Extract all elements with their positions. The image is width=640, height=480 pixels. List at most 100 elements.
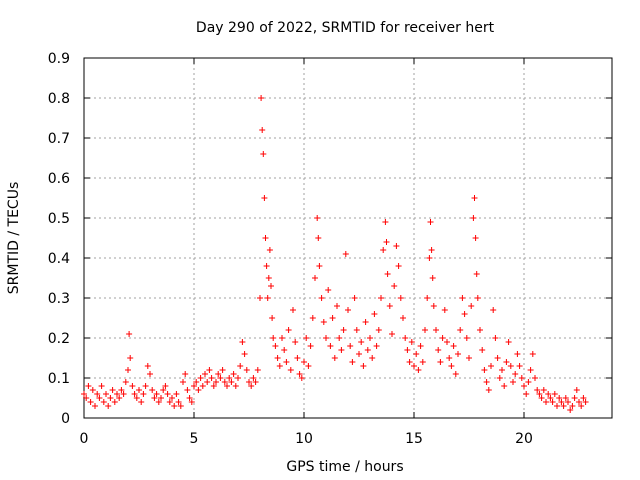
data-point (257, 295, 263, 301)
data-point (560, 403, 567, 409)
data-series (81, 95, 589, 413)
data-point (461, 311, 468, 317)
x-axis: 0 5 10 15 20 (80, 58, 533, 447)
data-point (380, 247, 387, 253)
data-point (87, 399, 94, 405)
grid (84, 58, 612, 418)
data-point (173, 391, 180, 397)
data-point (428, 247, 435, 253)
data-point (287, 367, 294, 373)
data-point (285, 327, 292, 333)
data-point (129, 383, 136, 389)
data-point (241, 351, 248, 357)
data-point (259, 127, 266, 133)
data-point (171, 403, 178, 409)
data-point (345, 307, 351, 313)
data-point (450, 343, 457, 349)
data-point (448, 363, 455, 369)
data-point (386, 303, 393, 309)
data-point (98, 383, 105, 389)
data-point (215, 371, 222, 377)
data-point (107, 395, 114, 401)
data-point (514, 351, 521, 357)
data-point (290, 307, 296, 313)
data-point (164, 391, 171, 397)
data-point (417, 343, 424, 349)
data-point (182, 371, 189, 377)
data-point (340, 327, 347, 333)
data-point (573, 387, 580, 393)
data-point (292, 339, 299, 345)
data-point (558, 399, 565, 405)
data-point (237, 363, 244, 369)
data-point (439, 335, 446, 341)
data-point (444, 339, 450, 345)
data-point (556, 395, 563, 401)
data-point (527, 367, 534, 373)
data-point (430, 303, 437, 309)
data-point (260, 151, 267, 157)
y-tick-label: 0.9 (48, 51, 70, 67)
data-point (336, 335, 343, 341)
data-point (569, 403, 576, 409)
data-point (250, 375, 257, 381)
data-point (429, 275, 436, 281)
data-point (155, 399, 162, 405)
data-point (426, 255, 433, 261)
data-point (131, 391, 138, 397)
data-point (471, 195, 478, 201)
data-point (512, 371, 519, 377)
data-point (353, 327, 360, 333)
data-point (494, 355, 501, 361)
data-point (230, 371, 237, 377)
data-point (226, 375, 233, 381)
data-point (342, 251, 349, 257)
data-point (364, 347, 371, 353)
data-point (466, 355, 472, 361)
data-point (83, 395, 90, 401)
data-point (356, 351, 362, 357)
data-point (188, 399, 195, 405)
y-axis: 0 0.1 0.2 0.3 0.4 0.5 0.6 0.7 0.8 0.9 (48, 51, 612, 427)
data-point (571, 395, 578, 401)
data-point (455, 351, 461, 357)
data-point (551, 391, 558, 397)
data-point (221, 379, 228, 385)
data-point (479, 347, 486, 353)
data-point (567, 407, 574, 413)
data-point (545, 391, 552, 397)
data-point (360, 363, 367, 369)
data-point (490, 307, 497, 313)
data-point (309, 315, 316, 321)
data-point (435, 347, 442, 353)
data-point (477, 327, 483, 333)
data-point (243, 367, 250, 373)
data-point (362, 319, 369, 325)
data-point (499, 367, 505, 373)
data-point (433, 327, 439, 333)
data-point (536, 391, 543, 397)
data-point (314, 215, 321, 221)
data-point (518, 375, 525, 381)
x-tick-label: 10 (295, 431, 313, 447)
data-point (303, 335, 310, 341)
data-point (206, 367, 213, 373)
data-point (81, 391, 87, 397)
data-point (492, 335, 499, 341)
data-point (133, 395, 140, 401)
data-point (397, 295, 404, 301)
data-point (393, 243, 400, 249)
data-point (437, 359, 444, 365)
data-point (510, 379, 516, 385)
data-point (202, 371, 208, 377)
data-point (126, 331, 133, 337)
data-point (413, 351, 420, 357)
data-point (258, 95, 265, 101)
data-point (228, 379, 235, 385)
data-point (281, 347, 288, 353)
data-point (177, 403, 184, 409)
data-point (235, 375, 241, 381)
data-point (347, 343, 354, 349)
data-point (580, 395, 587, 401)
data-point (96, 395, 103, 401)
